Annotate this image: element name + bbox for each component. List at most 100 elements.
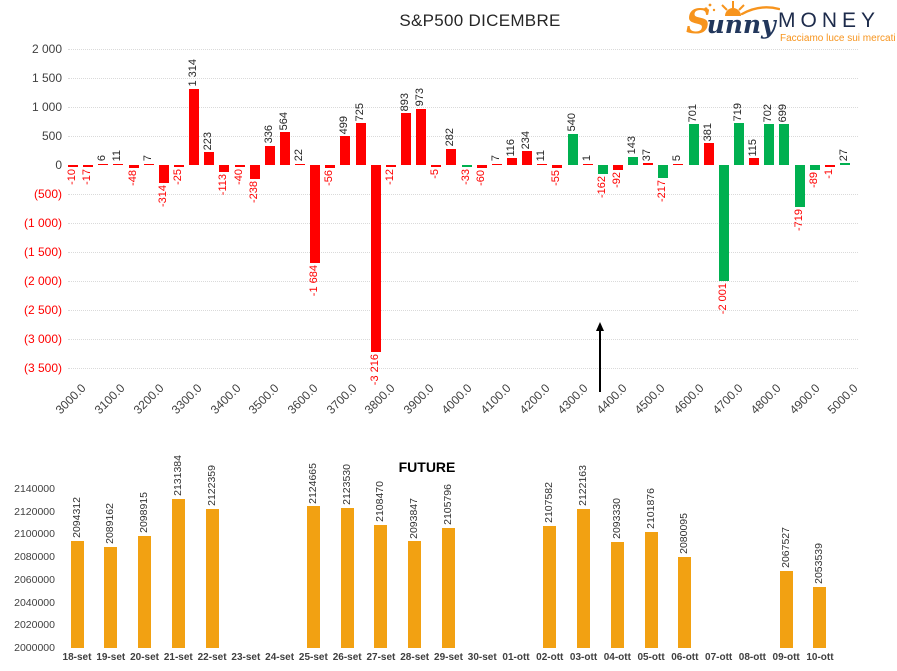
y-axis-tick-label: 2 000 bbox=[31, 42, 62, 56]
future-bar bbox=[374, 524, 388, 648]
x-axis-tick-label: 3700.0 bbox=[323, 381, 360, 417]
future-bar bbox=[441, 527, 455, 648]
x-axis-tick-label: 3400.0 bbox=[207, 381, 244, 417]
sp500-bar-label: -5 bbox=[429, 168, 442, 179]
future-y-axis-tick-label: 2060000 bbox=[14, 573, 55, 586]
future-bar-label: 2108470 bbox=[374, 480, 387, 522]
sp500-bar-label: -17 bbox=[81, 168, 94, 185]
sp500-bar bbox=[688, 124, 699, 165]
gridline bbox=[68, 310, 858, 311]
y-axis-tick-label: (3 000) bbox=[23, 332, 62, 346]
sp500-bar bbox=[295, 163, 306, 165]
sp500-bar bbox=[446, 148, 457, 165]
future-y-axis-tick-label: 2080000 bbox=[14, 551, 55, 564]
future-bar-label: 2124665 bbox=[306, 462, 319, 504]
sp500-bar-label: -40 bbox=[232, 169, 245, 186]
y-axis-tick-label: (2 500) bbox=[23, 303, 62, 317]
future-x-axis-tick-label: 22-set bbox=[197, 652, 227, 663]
future-bar bbox=[70, 540, 84, 648]
y-axis-tick-label: (3 500) bbox=[23, 361, 62, 375]
future-x-axis-tick-label: 30-set bbox=[467, 652, 497, 663]
sp500-bar bbox=[537, 163, 548, 165]
future-x-axis-tick-label: 07-ott bbox=[705, 652, 733, 663]
sp500-bar bbox=[506, 158, 517, 165]
sp500-bar-label: -719 bbox=[792, 208, 805, 231]
sp500-bar bbox=[839, 163, 850, 165]
sp500-bar-label: 499 bbox=[338, 115, 351, 135]
sp500-bar-label: 6 bbox=[96, 155, 109, 162]
future-x-axis-tick-label: 08-ott bbox=[738, 652, 767, 663]
sp500-bar bbox=[83, 165, 94, 167]
future-bar bbox=[813, 587, 827, 648]
x-axis-tick-label: 4900.0 bbox=[786, 381, 823, 417]
future-x-axis-tick-label: 27-set bbox=[366, 652, 396, 663]
future-bar bbox=[306, 506, 320, 648]
sp500-bar-label: 143 bbox=[626, 136, 639, 155]
x-axis-tick-label: 5000.0 bbox=[825, 381, 861, 417]
brand-logo: Sunny MONEY Facciamo luce sui mercati bbox=[686, 1, 896, 48]
sp500-bar bbox=[582, 163, 593, 165]
sp500-bar-label: -92 bbox=[610, 172, 623, 189]
sp500-bar bbox=[219, 165, 230, 172]
sp500-bar-label: 7 bbox=[141, 155, 154, 162]
future-x-axis-tick-label: 25-set bbox=[298, 652, 328, 663]
sp500-bar bbox=[113, 163, 124, 165]
sp500-bar-label: -3 216 bbox=[368, 353, 381, 385]
future-x-axis-tick-label: 03-ott bbox=[569, 652, 598, 663]
sp500-bar-label: -1 bbox=[822, 168, 835, 179]
sp500-bar-label: -33 bbox=[459, 168, 472, 185]
y-axis-tick-label: 0 bbox=[55, 158, 62, 172]
future-x-axis-tick-label: 01-ott bbox=[502, 652, 530, 663]
sp500-bar-label: 725 bbox=[353, 102, 366, 121]
gridline bbox=[68, 107, 858, 108]
sp500-bar-label: 5 bbox=[671, 155, 684, 162]
sp500-bar bbox=[158, 165, 169, 184]
sp500-bar bbox=[310, 165, 321, 263]
future-bar-label: 2105796 bbox=[441, 483, 454, 525]
future-bar-label: 2122163 bbox=[577, 465, 590, 507]
gridline bbox=[68, 368, 858, 369]
sp500-bar bbox=[491, 163, 502, 165]
future-x-axis-tick-label: 05-ott bbox=[637, 652, 665, 663]
future-bar-label: 2122359 bbox=[205, 465, 218, 507]
y-axis-tick-label: (1 500) bbox=[23, 245, 62, 259]
x-axis-tick-label: 4300.0 bbox=[554, 381, 591, 417]
sp500-bar bbox=[264, 145, 275, 165]
future-y-axis-tick-label: 2140000 bbox=[14, 483, 55, 495]
sp500-bar-label: -60 bbox=[474, 170, 487, 187]
sp500-bar-label: 27 bbox=[837, 149, 850, 162]
sp500-bar bbox=[567, 133, 578, 165]
sp500-bar-label: 973 bbox=[414, 88, 427, 107]
brand-caps-word: MONEY bbox=[778, 9, 881, 32]
x-axis-tick-label: 4000.0 bbox=[439, 381, 475, 417]
y-axis-tick-label: (1 000) bbox=[23, 216, 62, 230]
sp500-bar-label: -56 bbox=[323, 170, 336, 187]
future-bar-label: 2067527 bbox=[779, 527, 792, 569]
sp500-bar-label: -89 bbox=[807, 172, 820, 189]
future-x-axis-tick-label: 24-set bbox=[265, 652, 295, 663]
sp500-bar bbox=[476, 165, 487, 169]
x-axis-tick-label: 4600.0 bbox=[670, 381, 707, 417]
sp500-bar bbox=[355, 122, 366, 165]
x-axis-tick-label: 3500.0 bbox=[246, 381, 282, 417]
x-axis-tick-label: 4500.0 bbox=[632, 381, 668, 417]
gridline bbox=[68, 252, 858, 253]
x-axis-tick-label: 4700.0 bbox=[709, 381, 746, 417]
sun-icon bbox=[704, 1, 780, 16]
y-axis-tick-label: 1 500 bbox=[31, 71, 62, 85]
sp500-bar-label: 11 bbox=[111, 150, 124, 162]
x-axis-tick-label: 3100.0 bbox=[91, 381, 128, 417]
future-bar bbox=[171, 498, 185, 648]
sp500-bar bbox=[461, 165, 472, 167]
sp500-bar-label: 234 bbox=[520, 131, 533, 150]
future-bar bbox=[408, 541, 422, 648]
sp500-bar-label: 1 314 bbox=[187, 59, 200, 87]
sp500-bar-label: -25 bbox=[171, 168, 184, 185]
future-bar bbox=[104, 546, 118, 648]
sp500-bar bbox=[416, 108, 427, 165]
future-bar-label: 2098915 bbox=[138, 491, 151, 533]
y-axis-tick-label: 1 000 bbox=[31, 100, 62, 114]
future-x-axis-tick-label: 06-ott bbox=[671, 652, 699, 663]
future-x-axis-tick-label: 02-ott bbox=[536, 652, 564, 663]
future-bar bbox=[678, 557, 692, 648]
